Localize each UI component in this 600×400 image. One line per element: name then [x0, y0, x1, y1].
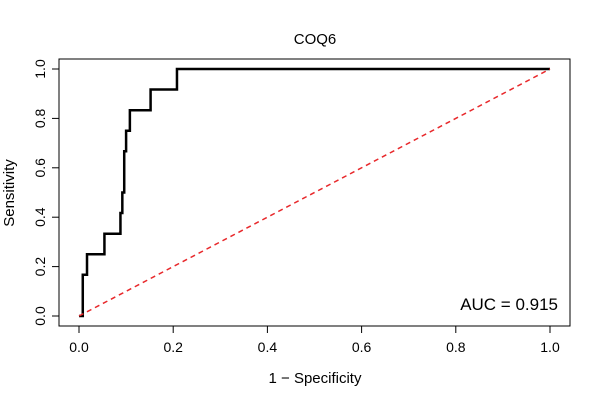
y-axis-title: Sensitivity [1, 159, 18, 227]
x-tick-label: 0.4 [258, 339, 278, 355]
plot-area [78, 67, 551, 318]
x-axis: 0.0 0.2 0.4 0.6 0.8 1.0 [69, 325, 560, 355]
x-tick-label: 0.6 [352, 339, 372, 355]
y-axis: 0.0 0.2 0.4 0.6 0.8 1.0 [32, 59, 60, 326]
y-tick-label: 0.2 [32, 257, 48, 277]
x-tick-label: 0.8 [446, 339, 466, 355]
y-tick-label: 0.6 [32, 158, 48, 178]
chart-title: COQ6 [294, 31, 337, 48]
auc-annotation: AUC = 0.915 [460, 295, 558, 314]
reference-diagonal-line [78, 68, 551, 317]
y-tick-label: 0.4 [32, 207, 48, 227]
y-tick-label: 0.8 [32, 108, 48, 128]
x-tick-label: 1.0 [540, 339, 560, 355]
y-tick-label: 1.0 [32, 59, 48, 79]
x-tick-label: 0.2 [163, 339, 183, 355]
x-axis-title: 1 − Specificity [269, 370, 362, 387]
roc-curve-line [79, 67, 550, 318]
y-tick-label: 0.0 [32, 306, 48, 326]
x-tick-label: 0.0 [69, 339, 89, 355]
